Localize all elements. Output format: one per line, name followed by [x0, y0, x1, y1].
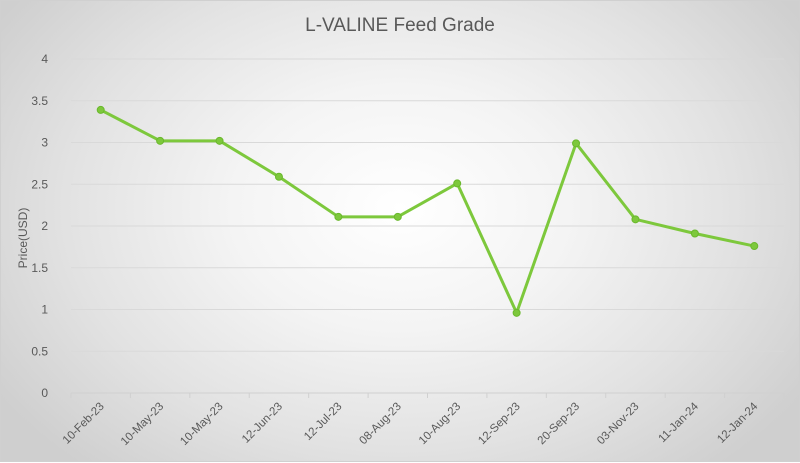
data-point-marker — [572, 139, 581, 148]
x-tick-label: 12-Jan-24 — [715, 400, 761, 446]
data-point-marker — [156, 136, 165, 145]
x-tick-label: 12-Jul-23 — [302, 401, 344, 443]
x-tick-label: 08-Aug-23 — [357, 401, 403, 447]
x-tick-label: 10-Feb-23 — [61, 401, 107, 447]
data-point-marker — [334, 212, 343, 221]
x-tick-label: 10-May-23 — [119, 401, 166, 448]
chart-title: L-VALINE Feed Grade — [305, 15, 495, 36]
data-point-marker — [512, 308, 521, 317]
y-tick-label: 1.5 — [31, 261, 48, 275]
data-line — [100, 108, 755, 315]
x-tick-label: 11-Jan-24 — [656, 400, 701, 445]
data-point-marker — [393, 212, 402, 221]
data-point-marker — [453, 179, 462, 188]
y-tick-label: 3.5 — [31, 94, 48, 108]
y-tick-label: 3 — [41, 136, 48, 150]
y-tick-label: 0 — [41, 386, 48, 400]
x-tick-label: 12-Sep-23 — [476, 401, 522, 447]
data-point-marker — [215, 136, 224, 145]
data-point-marker — [631, 215, 640, 224]
y-tick-label: 2 — [41, 219, 48, 233]
y-tick-label: 2.5 — [31, 177, 48, 191]
x-tick-label: 10-May-23 — [178, 401, 225, 448]
x-tick-label: 03-Nov-23 — [595, 401, 641, 447]
x-tick-label: 10-Aug-23 — [417, 401, 463, 447]
x-tick-label: 12-Jun-23 — [240, 401, 285, 446]
y-tick-label: 4 — [41, 52, 48, 66]
y-tick-label: 0.5 — [31, 344, 48, 358]
data-point-marker — [96, 105, 105, 114]
x-tick-label: 20-Sep-23 — [536, 401, 582, 447]
y-tick-label: 1 — [41, 303, 48, 317]
data-point-marker — [750, 242, 759, 251]
data-point-marker — [274, 172, 283, 181]
data-point-marker — [690, 229, 699, 238]
